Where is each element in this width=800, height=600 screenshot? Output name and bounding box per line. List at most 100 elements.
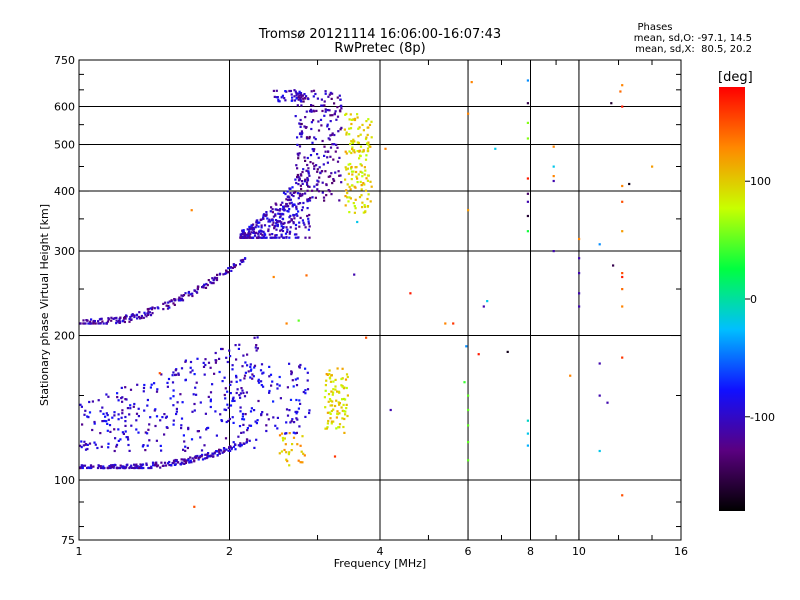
data-point <box>213 452 216 455</box>
data-point <box>180 297 184 300</box>
data-point <box>296 443 299 446</box>
data-point <box>298 225 301 228</box>
data-point <box>298 145 302 148</box>
data-point <box>272 221 275 224</box>
data-point <box>182 458 185 461</box>
data-point <box>180 367 184 370</box>
data-point <box>351 147 354 151</box>
data-point <box>249 236 252 239</box>
data-point <box>336 413 339 416</box>
data-point <box>359 133 362 136</box>
data-point <box>268 225 271 228</box>
data-point <box>292 213 295 217</box>
data-point <box>111 416 114 419</box>
data-point <box>180 458 183 461</box>
data-point <box>344 398 347 401</box>
data-point <box>135 314 139 317</box>
data-point <box>81 466 84 470</box>
data-point <box>361 123 364 126</box>
data-point <box>242 235 245 239</box>
data-point <box>136 466 139 470</box>
data-point <box>162 302 165 305</box>
data-point <box>341 409 344 412</box>
data-point <box>610 102 613 105</box>
data-point <box>306 178 309 181</box>
data-point <box>178 296 181 299</box>
data-point <box>88 400 91 404</box>
data-point <box>187 426 190 429</box>
data-point <box>143 383 146 387</box>
data-point <box>312 104 315 107</box>
data-point <box>299 99 302 102</box>
data-point <box>240 431 243 434</box>
data-point <box>350 184 354 187</box>
data-point <box>148 439 151 442</box>
data-point <box>552 179 555 183</box>
data-point <box>286 228 289 231</box>
data-point <box>329 399 332 402</box>
data-point <box>356 113 359 116</box>
data-point <box>272 236 275 239</box>
data-point <box>210 454 213 458</box>
data-point <box>273 236 276 239</box>
data-point <box>296 92 299 95</box>
data-point <box>243 232 246 235</box>
data-point <box>288 464 291 467</box>
data-point <box>207 279 210 282</box>
data-point <box>350 140 353 143</box>
data-point <box>301 206 304 209</box>
data-point <box>293 214 296 217</box>
data-point <box>246 228 249 231</box>
data-point <box>526 444 529 447</box>
data-point <box>295 206 298 209</box>
data-point <box>119 466 122 470</box>
data-point <box>278 375 281 379</box>
data-point <box>106 422 109 425</box>
data-point <box>330 133 333 136</box>
data-point <box>295 94 298 97</box>
data-point <box>90 318 93 321</box>
data-point <box>285 322 288 325</box>
data-point <box>190 209 193 212</box>
data-point <box>223 393 226 397</box>
data-point <box>366 197 369 201</box>
data-point <box>227 267 230 270</box>
data-point <box>133 314 136 317</box>
data-point <box>343 128 346 131</box>
data-point <box>308 135 311 139</box>
data-point <box>326 123 329 126</box>
data-point <box>578 272 581 275</box>
data-point <box>300 209 304 212</box>
data-point <box>230 448 233 451</box>
data-point <box>280 233 283 236</box>
data-point <box>308 411 311 415</box>
data-point <box>329 134 332 137</box>
data-point <box>296 236 299 239</box>
data-point <box>331 114 334 117</box>
data-point <box>345 131 348 134</box>
data-point <box>284 443 287 446</box>
data-point <box>346 414 349 418</box>
data-point <box>253 409 256 412</box>
data-point <box>304 392 307 395</box>
data-point <box>110 316 113 319</box>
data-point <box>189 293 192 296</box>
data-point <box>189 371 192 374</box>
data-point <box>296 418 299 421</box>
data-point <box>79 322 82 325</box>
data-point <box>303 97 306 100</box>
data-point <box>621 305 624 308</box>
data-point <box>235 374 238 377</box>
data-point <box>280 450 283 453</box>
data-point <box>166 462 170 465</box>
data-point <box>452 322 455 325</box>
data-point <box>257 379 260 383</box>
data-point <box>307 220 310 223</box>
data-point <box>323 104 326 107</box>
data-point <box>135 412 139 415</box>
data-point <box>325 183 328 187</box>
data-point <box>361 175 364 178</box>
data-point <box>97 320 100 323</box>
data-point <box>93 320 96 323</box>
data-point <box>285 458 288 461</box>
